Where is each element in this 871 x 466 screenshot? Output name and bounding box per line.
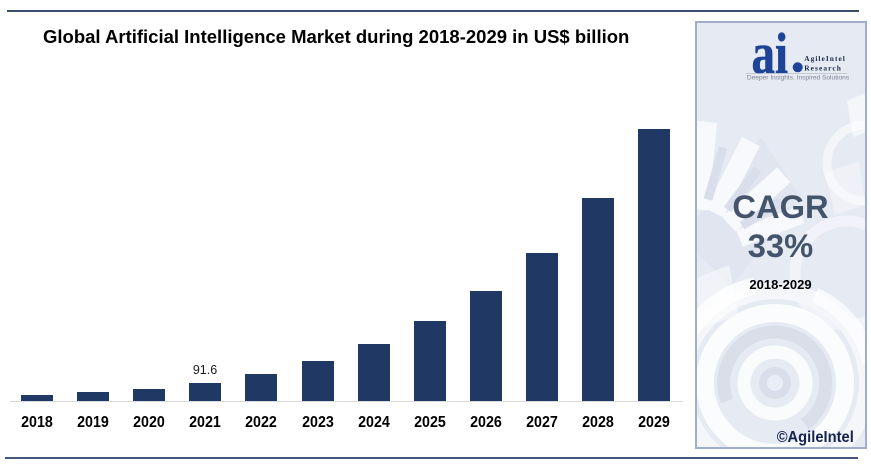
svg-text:ai: ai (751, 23, 788, 86)
svg-text:Research: Research (804, 63, 842, 72)
svg-text:AgileIntel: AgileIntel (804, 53, 846, 62)
svg-text:Deeper Insights. Inspired Solu: Deeper Insights. Inspired Solutions (746, 74, 849, 81)
